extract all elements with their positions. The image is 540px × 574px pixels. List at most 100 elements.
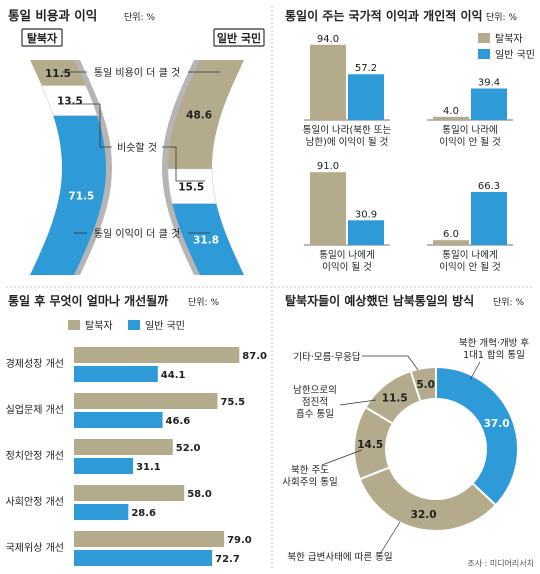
donut-leader-4 — [339, 399, 377, 406]
hbar-defector-4 — [74, 485, 185, 501]
legend-swatch-defector — [478, 33, 490, 43]
mini-bar-defector-4 — [433, 240, 469, 245]
category-label-benefit: 통일 이익이 더 클 것 — [94, 228, 180, 240]
donut-slice-2 — [358, 466, 498, 532]
group-label-box-citizen — [213, 28, 265, 47]
donut-value-1: 37.0 — [484, 418, 510, 430]
mini-bar-value-defector-1: 94.0 — [317, 34, 339, 45]
donut-label-2-line-1: 북한 급변사태에 따른 통일 — [287, 552, 392, 563]
mini-bar-citizen-4 — [471, 191, 507, 245]
mini-bar-defector-2 — [433, 116, 469, 120]
hbar-citizen-5 — [74, 550, 213, 566]
donut-value-3: 14.5 — [357, 439, 383, 451]
donut-slice-1 — [435, 365, 519, 507]
donut-leader-2 — [379, 521, 401, 555]
donut-label-5-line-1: 기타·모름·무응답 — [293, 351, 360, 363]
hbar-value-defector-5: 79.0 — [227, 535, 252, 546]
legend-swatch-citizen — [478, 49, 490, 59]
group-label-citizen: 일반 국민 — [217, 31, 261, 45]
donut-value-2: 32.0 — [411, 509, 437, 521]
hbar-value-citizen-3: 31.1 — [136, 462, 161, 473]
donut-slice-5 — [409, 365, 437, 403]
mini-chart-category-3-line-1: 통일이 나에게 — [319, 250, 374, 261]
mini-bar-citizen-3 — [348, 220, 384, 245]
legend-label-citizen: 일반 국민 — [495, 49, 535, 61]
donut-label-4-line-1: 남한으로의 — [293, 385, 337, 396]
hbar-citizen-2 — [74, 412, 163, 428]
mini-bar-value-citizen-3: 30.9 — [355, 209, 377, 220]
citizen-segment-3 — [172, 203, 244, 275]
hbar-defector-2 — [74, 393, 218, 409]
citizen-segment-1 — [168, 60, 244, 169]
mini-bar-defector-3 — [310, 172, 346, 245]
hbar-defector-1 — [74, 347, 240, 363]
donut-leader-1 — [469, 361, 481, 381]
citizen-value-1: 48.6 — [186, 109, 212, 121]
legend-label-defector: 탈북자 — [495, 32, 523, 45]
panel2-unit: 단위: % — [486, 12, 517, 23]
donut-leader-3 — [321, 449, 363, 466]
panel4-title: 탈북자들이 예상했던 남북통일의 방식 — [285, 293, 474, 308]
panel2-title: 통일이 주는 국가적 이익과 개인적 이익 — [285, 8, 483, 23]
donut-value-4: 11.5 — [382, 392, 408, 404]
donut-label-1-line-1: 북한 개혁·개방 후 — [459, 338, 529, 349]
mini-chart-category-2-line-1: 통일이 나라에 — [442, 125, 497, 136]
panel3-unit: 단위: % — [188, 297, 219, 308]
citizen-value-2: 15.5 — [178, 181, 204, 193]
mini-chart-category-1-line-1: 통일이 나라(북한 또는 — [303, 125, 392, 136]
hbar-category-2: 실업문제 개선 — [6, 403, 64, 416]
donut-leader-5 — [362, 355, 419, 371]
group-label-box-defector — [21, 28, 63, 47]
panel1-unit: 단위: % — [124, 12, 155, 23]
mini-bar-value-citizen-2: 39.4 — [478, 77, 500, 88]
mini-bar-value-defector-2: 4.0 — [443, 106, 459, 117]
hbar-value-defector-3: 52.0 — [176, 443, 201, 454]
hbar-citizen-3 — [74, 458, 134, 474]
hbar-defector-5 — [74, 531, 225, 547]
mini-bar-value-citizen-4: 66.3 — [478, 181, 500, 192]
panel3-title: 통일 후 무엇이 얼마나 개선될까 — [8, 293, 168, 308]
donut-value-5: 5.0 — [416, 379, 435, 391]
mini-chart-category-3-line-2: 이익이 될 것 — [322, 261, 372, 273]
donut-label-1-line-2: 1대1 합의 통일 — [463, 350, 525, 361]
hbar-category-5: 국제위상 개선 — [6, 541, 64, 554]
hbar-category-1: 경제성장 개선 — [6, 357, 64, 370]
source-note: 조사 : 미디어리서치 — [467, 558, 534, 568]
mini-bar-value-citizen-1: 57.2 — [355, 63, 377, 74]
panel4-unit: 단위: % — [493, 297, 524, 308]
hbar-value-defector-1: 87.0 — [242, 351, 267, 362]
mini-bar-citizen-2 — [471, 88, 507, 120]
panel3-legend-label-citizen: 일반 국민 — [145, 320, 185, 332]
donut-label-4-line-3: 흡수 통일 — [296, 408, 334, 420]
citizen-value-3: 31.8 — [193, 234, 219, 246]
category-label-cost: 통일 비용이 더 클 것 — [94, 67, 180, 79]
mini-chart-category-2-line-2: 이익이 안 될 것 — [439, 136, 501, 148]
connector-similar-right — [162, 146, 205, 182]
group-label-defector: 탈북자 — [27, 31, 58, 45]
panel3-legend-swatch-defector — [68, 320, 80, 330]
mini-bar-defector-1 — [310, 44, 346, 120]
hbar-category-3: 정치안정 개선 — [6, 450, 64, 462]
hbar-category-4: 사회안정 개선 — [6, 496, 64, 508]
donut-label-3-line-2: 사회주의 통일 — [282, 477, 337, 488]
defector-segment-3 — [30, 115, 106, 275]
hbar-value-defector-2: 75.5 — [220, 397, 245, 408]
hbar-value-defector-4: 58.0 — [187, 489, 212, 500]
hbar-defector-3 — [74, 439, 173, 455]
connector-similar-left — [65, 103, 112, 148]
donut-label-4-line-2: 점진적 — [302, 396, 328, 408]
defector-value-2: 13.5 — [57, 96, 83, 108]
hbar-citizen-1 — [74, 366, 158, 382]
mini-chart-category-1-line-2: 남한)에 이익이 될 것 — [306, 136, 389, 148]
mini-bar-citizen-1 — [348, 74, 384, 120]
hbar-citizen-4 — [74, 504, 129, 520]
hbar-value-citizen-4: 28.6 — [131, 508, 156, 519]
hbar-value-citizen-1: 44.1 — [161, 370, 186, 381]
defector-value-3: 71.5 — [68, 190, 94, 202]
hbar-value-citizen-5: 72.7 — [215, 554, 240, 565]
panel3-legend-label-defector: 탈북자 — [85, 319, 113, 332]
donut-label-3-line-1: 북한 주도 — [291, 465, 329, 476]
panel1-title: 통일 비용과 이익 — [8, 8, 97, 23]
